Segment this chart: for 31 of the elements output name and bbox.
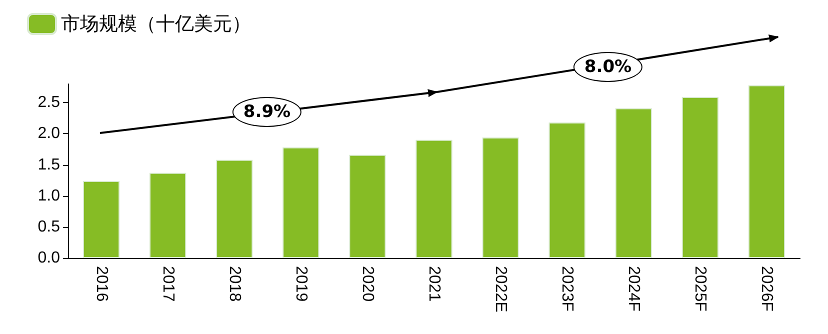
bar xyxy=(416,140,452,258)
y-tick-label: 0.0 xyxy=(38,250,60,266)
x-tick-label: 2019 xyxy=(292,266,310,302)
x-tick-label: 2025F xyxy=(692,266,709,312)
bar xyxy=(349,154,386,258)
y-tick-label: 0.5 xyxy=(38,218,60,236)
y-tick-label: 2.0 xyxy=(38,125,60,142)
x-tick-label: 2022E xyxy=(492,266,510,312)
x-tick-label: 2024F xyxy=(625,266,642,312)
x-tick-label: 2021 xyxy=(426,266,442,302)
x-tick-label: 2016 xyxy=(92,266,110,302)
x-tick-label: 2020 xyxy=(358,266,376,302)
y-tick-label: 1.5 xyxy=(38,156,60,174)
bar xyxy=(482,137,519,258)
text: 8.0% xyxy=(573,52,643,82)
bar xyxy=(82,180,120,258)
bar xyxy=(748,85,786,258)
x-tick-label: 2018 xyxy=(226,266,243,302)
bar xyxy=(682,97,718,258)
annotation: 8.9% xyxy=(232,97,302,127)
legend-label: 市场规模（十亿美元） xyxy=(61,13,251,35)
bar xyxy=(615,108,652,258)
bar xyxy=(282,147,320,258)
x-tick-label: 2017 xyxy=(159,266,176,302)
x-tick-label: 2023F xyxy=(558,266,576,312)
x-tick-label: 2026F xyxy=(758,266,776,312)
bar xyxy=(548,122,586,258)
bar xyxy=(216,160,253,258)
y-tick-label: 1.0 xyxy=(38,187,60,204)
bar xyxy=(150,172,186,258)
y-tick-label: 2.5 xyxy=(38,94,60,112)
